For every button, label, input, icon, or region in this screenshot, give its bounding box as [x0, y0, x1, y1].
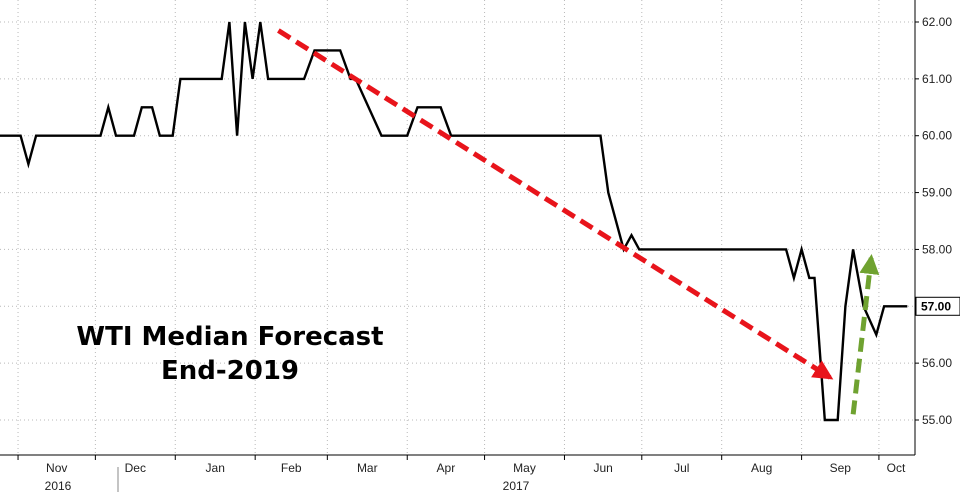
x-month-label: Jan [206, 461, 225, 475]
y-tick-label: 58.00 [922, 242, 952, 256]
chart-axes [0, 0, 916, 492]
x-month-label: Sep [830, 461, 852, 475]
x-month-label: Jun [593, 461, 612, 475]
x-month-label: Jul [674, 461, 689, 475]
chart-annotation: WTI Median Forecast End-2019 [60, 320, 400, 388]
trend-arrows [277, 28, 880, 415]
annotation-line-1: WTI Median Forecast [76, 322, 384, 352]
y-axis-ticks: 55.00 56.00 57.00 58.00 59.00 60.00 61.00 62.00 [915, 15, 952, 427]
y-tick-label: 60.00 [922, 129, 952, 143]
x-month-label: Oct [887, 461, 906, 475]
last-value-label: 57.00 [921, 299, 951, 313]
y-tick-label: 56.00 [922, 356, 952, 370]
y-tick-label: 55.00 [922, 413, 952, 427]
grid-lines [0, 0, 915, 455]
uptrend-arrow [850, 253, 880, 415]
x-month-label: Dec [125, 461, 146, 475]
y-tick-label: 59.00 [922, 186, 952, 200]
x-month-label: Mar [357, 461, 378, 475]
x-month-label: Aug [751, 461, 772, 475]
x-year-label: 2017 [503, 479, 530, 493]
downtrend-arrow [277, 28, 834, 380]
y-tick-label: 61.00 [922, 72, 952, 86]
last-value-box [915, 296, 960, 316]
last-value-badge: 57.00 [915, 296, 960, 316]
x-year-label: 2016 [45, 479, 72, 493]
x-month-label: Apr [437, 461, 456, 475]
y-tick-label: 62.00 [922, 15, 952, 29]
x-month-label: May [513, 461, 536, 475]
x-axis-ticks: Nov Dec Jan Feb Mar Apr May Jun Jul Aug Sep Oct 2016… [17, 455, 906, 493]
x-month-label: Feb [281, 461, 302, 475]
annotation-line-2: End-2019 [160, 356, 300, 386]
x-month-label: Nov [46, 461, 67, 475]
